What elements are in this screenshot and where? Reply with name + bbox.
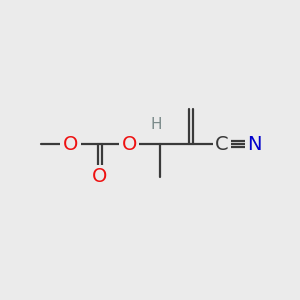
Text: O: O bbox=[92, 167, 108, 186]
Text: H: H bbox=[150, 118, 162, 133]
Text: C: C bbox=[215, 135, 229, 154]
Text: N: N bbox=[247, 135, 262, 154]
Text: O: O bbox=[122, 135, 137, 154]
Text: O: O bbox=[63, 135, 78, 154]
